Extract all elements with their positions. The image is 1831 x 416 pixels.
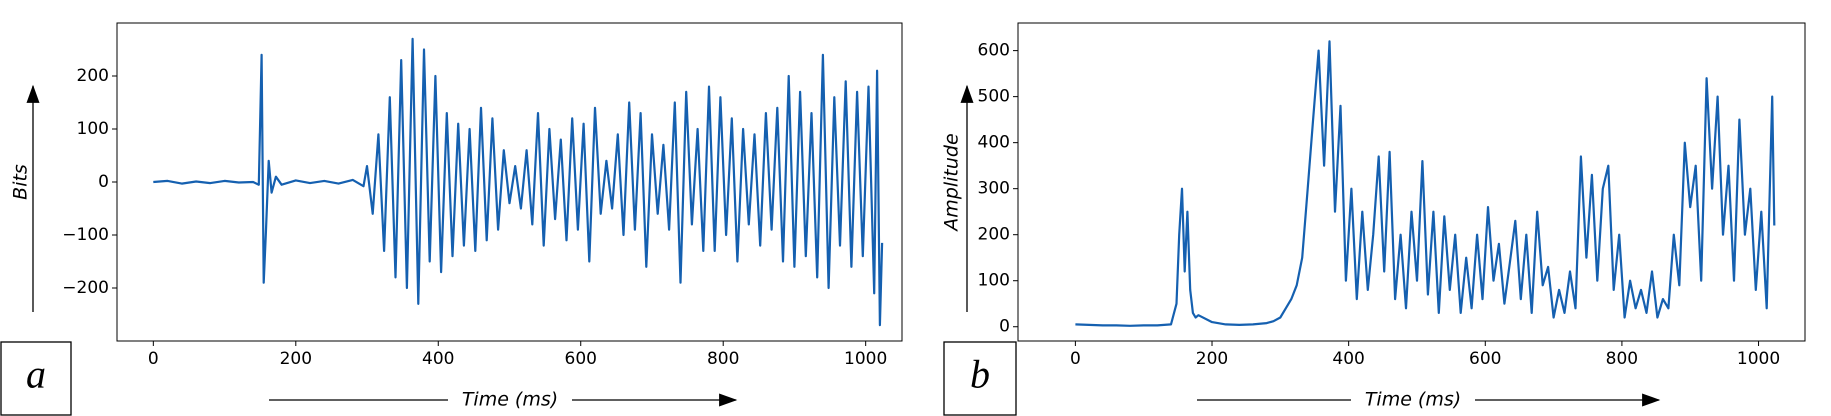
x-tick-label: 400: [422, 349, 454, 369]
panel-label: a: [26, 352, 46, 397]
x-axis-label: Time (ms): [462, 389, 558, 411]
x-tick-label: 800: [1606, 349, 1638, 369]
x-tick-label: 800: [707, 349, 739, 369]
x-tick-label: 200: [1196, 349, 1228, 369]
data-line: [1075, 40, 1776, 327]
x-tick-label: 1000: [844, 349, 887, 369]
x-label-bg: [1351, 388, 1475, 412]
x-tick-label: 200: [280, 349, 312, 369]
x-tick-label: 600: [565, 349, 597, 369]
x-label-bg: [448, 388, 572, 412]
y-tick-label: 200: [77, 66, 109, 86]
y-tick-label: 300: [978, 179, 1010, 199]
y-tick-label: 0: [98, 172, 109, 192]
x-tick-label: 600: [1469, 349, 1501, 369]
y-tick-label: 600: [978, 41, 1010, 61]
y-axis-label: Bits: [10, 164, 32, 200]
y-tick-label: 400: [978, 133, 1010, 153]
x-tick-label: 400: [1332, 349, 1364, 369]
panel-label-box: [943, 341, 1017, 416]
x-axis-label: Time (ms): [1365, 389, 1461, 411]
y-tick-label: 200: [978, 225, 1010, 245]
y-tick-label: 0: [999, 317, 1010, 337]
y-tick-label: 500: [978, 87, 1010, 107]
x-tick-label: 0: [1070, 349, 1081, 369]
data-line: [153, 37, 884, 327]
y-axis-label: Amplitude: [941, 133, 963, 232]
panel-label: b: [970, 352, 990, 397]
y-tick-label: −100: [62, 225, 109, 245]
panel-label-box: [0, 341, 72, 416]
y-tick-label: 100: [978, 271, 1010, 291]
x-tick-label: 1000: [1737, 349, 1780, 369]
y-tick-label: −200: [62, 278, 109, 298]
x-tick-label: 0: [148, 349, 159, 369]
y-tick-label: 100: [77, 119, 109, 139]
plot-frame: [1017, 22, 1806, 342]
